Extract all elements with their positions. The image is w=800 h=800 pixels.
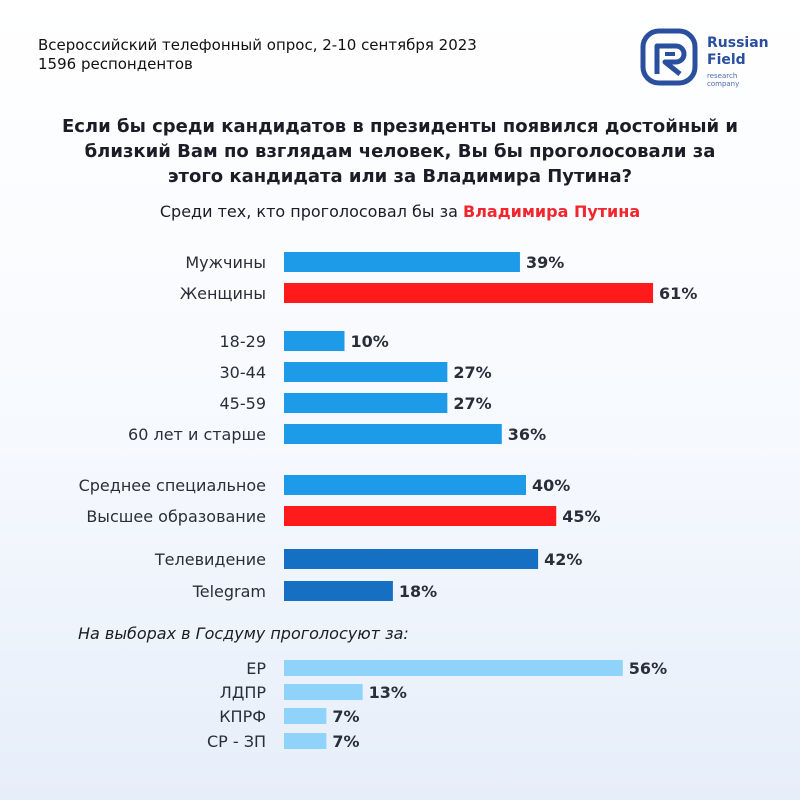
category-label: Телевидение [154,550,266,569]
category-label: СР - ЗП [207,732,266,751]
category-label: ЛДПР [220,683,267,702]
section-title-duma: На выборах в Госдуму проголосуют за: [78,624,409,643]
data-label: 13% [369,683,407,702]
bar [284,252,520,272]
bar [284,684,363,700]
category-label: Среднее специальное [79,476,266,495]
category-label: ЕР [246,659,266,678]
logo-word-field: Field [707,52,746,68]
bar [284,393,448,413]
respondents-count: 1596 респондентов [38,55,193,73]
survey-line: Всероссийский телефонный опрос, 2-10 сен… [38,36,477,54]
bar [284,362,448,382]
data-label: 61% [659,284,697,303]
subtitle-accent: Владимира Путина [463,202,641,221]
bar [284,506,557,526]
bar [284,549,539,569]
data-label: 27% [453,363,491,382]
category-label: Telegram [192,582,266,601]
data-label: 7% [332,732,359,751]
bar [284,660,623,676]
russian-field-logo: Russian Field research company [640,28,770,88]
category-label: Женщины [180,284,266,303]
data-label: 42% [544,550,582,569]
bar [284,475,526,495]
category-label: 60 лет и старше [128,425,266,444]
category-label: 45-59 [220,394,267,413]
logo-word-russian: Russian [707,35,769,51]
question-line: близкий Вам по взглядам человек, Вы бы п… [84,141,716,162]
data-label: 7% [332,707,359,726]
data-label: 39% [526,253,564,272]
bar [284,733,327,749]
data-label: 36% [508,425,546,444]
category-label: КПРФ [219,707,266,726]
bar [284,331,345,351]
question-line: Если бы среди кандидатов в президенты по… [61,116,739,137]
survey-header: Всероссийский телефонный опрос, 2-10 сен… [38,36,477,74]
data-label: 56% [629,659,667,678]
data-label: 18% [399,582,437,601]
data-label: 45% [562,507,600,526]
data-label: 10% [351,332,389,351]
bar [284,424,502,444]
logo-tagline: research company [707,72,740,88]
logo-mark-icon [640,28,698,86]
bar [284,581,393,601]
question-line: этого кандидата или за Владимира Путина? [167,166,633,187]
category-label: Высшее образование [86,507,266,526]
chart-subtitle: Среди тех, кто проголосовал бы за Владим… [0,202,800,221]
category-label: 18-29 [220,332,267,351]
category-label: Мужчины [185,253,266,272]
data-label: 27% [453,394,491,413]
subtitle-prefix: Среди тех, кто проголосовал бы за [159,202,463,221]
bar [284,283,654,303]
bar [284,708,327,724]
question-text: Если бы среди кандидатов в президенты по… [0,114,800,189]
category-label: 30-44 [220,363,267,382]
data-label: 40% [532,476,570,495]
